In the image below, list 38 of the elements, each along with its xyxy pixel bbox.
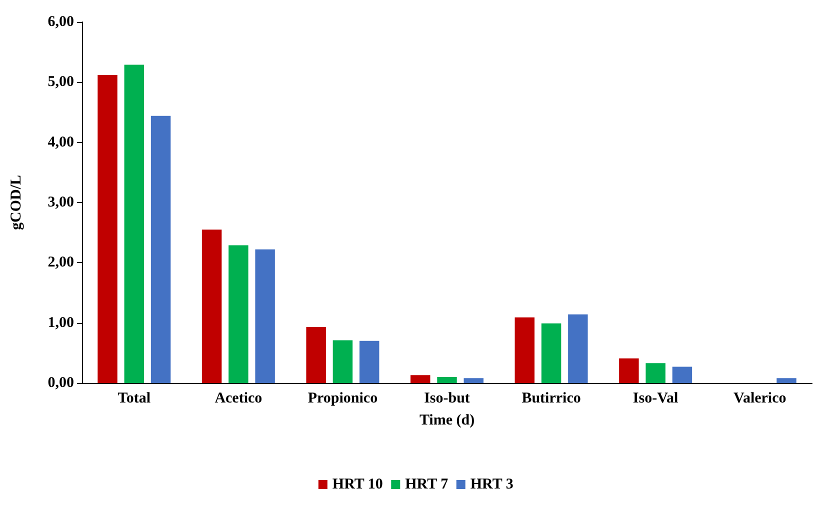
x-tick-label: Acetico <box>214 390 262 406</box>
legend-label: HRT 7 <box>405 476 449 492</box>
bar <box>672 366 692 383</box>
bar <box>202 230 222 383</box>
bar <box>255 249 275 383</box>
x-axis-title: Time (d) <box>419 412 475 428</box>
bar <box>541 323 562 383</box>
y-tick-label: 3,00 <box>48 194 74 210</box>
y-tick-label: 1,00 <box>48 314 74 331</box>
x-tick-label: Butirrico <box>522 390 581 406</box>
y-axis-title: gCOD/L <box>8 174 24 230</box>
y-tick-label: 0,00 <box>48 375 74 391</box>
y-tick-label: 6,00 <box>48 14 74 30</box>
x-tick-label: Valerico <box>733 390 786 406</box>
y-tick-label: 5,00 <box>48 74 74 90</box>
bar <box>514 317 535 383</box>
bar <box>619 358 639 383</box>
bar <box>228 245 248 383</box>
x-tick-label: Iso-but <box>424 390 470 406</box>
y-tick-label: 4,00 <box>48 134 74 150</box>
bar <box>437 376 457 383</box>
x-tick-label: Total <box>118 390 151 406</box>
bar <box>98 74 118 383</box>
bar <box>124 64 144 383</box>
bar <box>306 327 326 383</box>
bar <box>332 340 353 383</box>
bar <box>776 378 796 383</box>
x-tick-label: Iso-Val <box>632 390 678 406</box>
bar <box>646 363 666 383</box>
bar <box>359 340 380 383</box>
legend-label: HRT 3 <box>470 476 514 492</box>
bar <box>464 378 484 383</box>
legend-label: HRT 10 <box>332 476 383 492</box>
bar <box>568 314 588 383</box>
x-tick-label: Propionico <box>308 390 378 406</box>
bar <box>410 375 430 383</box>
bar <box>150 116 171 383</box>
y-tick-label: 2,00 <box>48 254 74 271</box>
